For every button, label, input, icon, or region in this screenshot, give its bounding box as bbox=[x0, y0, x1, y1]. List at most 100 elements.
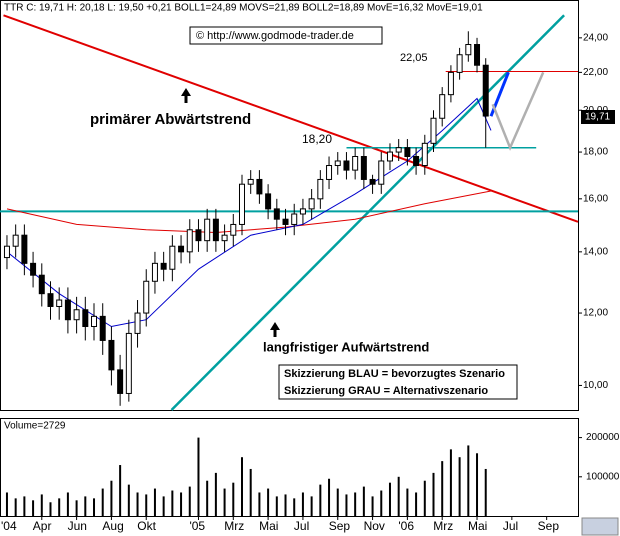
legend-box bbox=[278, 364, 518, 400]
volume-tick-label: 100000 bbox=[586, 471, 620, 482]
candle-body bbox=[3, 245, 10, 259]
volume-bar bbox=[214, 472, 217, 516]
y-tick-label: 18,00 bbox=[583, 147, 608, 158]
volume-bar bbox=[354, 492, 357, 516]
volume-bar bbox=[423, 480, 426, 516]
volume-label: Volume=2729 bbox=[4, 421, 66, 432]
candle-body bbox=[160, 262, 167, 270]
volume-bar bbox=[336, 488, 339, 516]
y-tick-label: 12,00 bbox=[583, 308, 608, 319]
candle-body bbox=[221, 234, 228, 242]
x-tick-label: Nov bbox=[364, 519, 385, 533]
url-box bbox=[189, 26, 383, 45]
volume-bar bbox=[397, 476, 400, 516]
volume-bar bbox=[197, 437, 200, 516]
price-label: 19,71 bbox=[585, 112, 610, 123]
candle-body bbox=[212, 218, 219, 242]
y-tick-label: 16,00 bbox=[583, 193, 608, 204]
candle-body bbox=[482, 64, 489, 117]
x-tick-label: Mai bbox=[259, 519, 278, 533]
volume-bar bbox=[84, 496, 87, 516]
candle-body bbox=[421, 142, 428, 167]
candle-body bbox=[134, 312, 141, 334]
volume-bar bbox=[275, 496, 278, 516]
y-tick-label: 20,00 bbox=[583, 105, 608, 116]
volume-bar bbox=[49, 502, 52, 516]
volume-bar bbox=[145, 494, 148, 516]
trend-label: primärer Abwärtstrend bbox=[90, 111, 251, 128]
candle-body bbox=[178, 245, 185, 253]
candle-body bbox=[186, 229, 193, 253]
y-tick-label: 22,00 bbox=[583, 67, 608, 78]
y-tick-label: 24,00 bbox=[583, 32, 608, 43]
candle-body bbox=[64, 299, 71, 321]
volume-bar bbox=[328, 478, 331, 516]
candle-body bbox=[256, 178, 263, 195]
volume-bar bbox=[66, 492, 69, 516]
volume-bar bbox=[484, 468, 487, 516]
candle-body bbox=[282, 218, 289, 225]
candle-body bbox=[447, 71, 454, 96]
volume-bar bbox=[380, 490, 383, 516]
candle-body bbox=[143, 280, 150, 314]
volume-bar bbox=[301, 492, 304, 516]
candle-body bbox=[56, 299, 63, 307]
x-tick-label: '06 bbox=[398, 519, 414, 533]
candle-body bbox=[465, 44, 472, 56]
candle-body bbox=[326, 165, 333, 180]
candle-body bbox=[265, 193, 272, 210]
candle-body bbox=[334, 160, 341, 167]
volume-bar bbox=[284, 494, 287, 516]
candle-body bbox=[169, 245, 176, 270]
volume-bar bbox=[58, 498, 61, 516]
candle-body bbox=[204, 218, 211, 242]
candle-body bbox=[378, 160, 385, 185]
x-tick-label: Aug bbox=[102, 519, 123, 533]
volume-bar bbox=[162, 496, 165, 516]
volume-bar bbox=[32, 500, 35, 516]
x-tick-label: '04 bbox=[1, 519, 17, 533]
trend-label: langfristiger Aufwärtstrend bbox=[263, 339, 429, 354]
candle-body bbox=[238, 183, 245, 225]
volume-bar bbox=[388, 482, 391, 516]
candle-body bbox=[73, 309, 80, 321]
candle-body bbox=[317, 178, 324, 200]
candle-body bbox=[456, 54, 463, 73]
overlay-line bbox=[6, 190, 492, 234]
volume-bar bbox=[119, 465, 122, 516]
volume-bar bbox=[127, 484, 130, 516]
candle-body bbox=[108, 339, 115, 371]
header: TTR C: 19,71 H: 20,18 L: 19,50 +0,21 BOL… bbox=[4, 3, 483, 14]
volume-bar bbox=[293, 498, 296, 516]
x-tick-label: Apr bbox=[33, 519, 52, 533]
volume-bar bbox=[153, 488, 156, 516]
x-tick-label: Jul bbox=[294, 519, 309, 533]
volume-bar bbox=[75, 500, 78, 516]
candle-body bbox=[360, 155, 367, 180]
candle-body bbox=[99, 315, 106, 341]
volume-bar bbox=[406, 488, 409, 516]
candle-body bbox=[12, 234, 19, 247]
volume-bar bbox=[223, 488, 226, 516]
price-panel bbox=[0, 0, 579, 411]
x-tick-label: Jul bbox=[503, 519, 518, 533]
volume-bar bbox=[14, 498, 17, 516]
candle-body bbox=[230, 223, 237, 236]
url: © http://www.godmode-trader.de bbox=[196, 30, 354, 42]
arrow-up bbox=[270, 322, 280, 337]
volume-bar bbox=[467, 445, 470, 516]
volume-bar bbox=[441, 461, 444, 516]
candle-body bbox=[82, 309, 89, 328]
price-box bbox=[581, 110, 615, 124]
y-tick-label: 14,00 bbox=[583, 246, 608, 257]
volume-bar bbox=[449, 449, 452, 516]
candle-body bbox=[299, 208, 306, 215]
volume-bar bbox=[432, 472, 435, 516]
candle-body bbox=[369, 178, 376, 185]
candle-body bbox=[439, 94, 446, 119]
level-label: 18,20 bbox=[302, 132, 332, 146]
volume-bar bbox=[249, 468, 252, 516]
candle-body bbox=[404, 147, 411, 157]
volume-bar bbox=[258, 492, 261, 516]
scroll-button[interactable] bbox=[581, 517, 619, 536]
